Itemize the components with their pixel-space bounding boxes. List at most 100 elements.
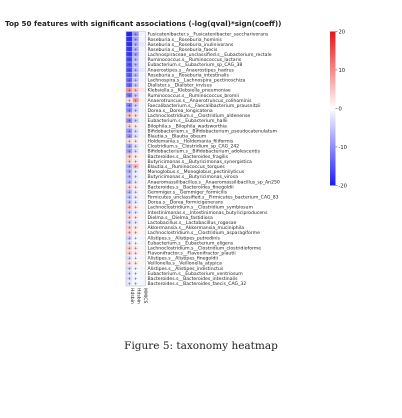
row-label: Monoglobus.s__Monoglobus_pectinilyticus xyxy=(148,169,245,175)
heatmap-cell xyxy=(138,178,146,185)
chart-title: Top 50 features with significant associa… xyxy=(5,19,281,28)
significance-mark: + xyxy=(127,256,131,262)
row-label: Anaerotruncus.s__Anaerotruncus_colihomin… xyxy=(148,98,253,104)
row-label: Bilophila.s__Bilophila_wadsworthia xyxy=(148,123,227,129)
significance-mark: + xyxy=(127,93,131,99)
significance-mark: + xyxy=(127,57,131,63)
row-label: Dielma.s__Dielma_fastidiosa xyxy=(148,215,213,221)
row-label: Anaeromassilibacillus.s__Anaeromassiliba… xyxy=(148,179,280,185)
row-label: Klebsiella.s__Klebsiella_pneumoniae xyxy=(148,88,231,94)
row-label: Alistipes.s__Alistipes_indistinctus xyxy=(148,266,224,272)
heatmap-frame xyxy=(125,31,146,287)
significance-mark: + xyxy=(127,108,131,114)
row-label: Butyricimonas.s__Butyricimonas_synergist… xyxy=(148,159,252,165)
significance-mark: + xyxy=(127,169,131,175)
significance-mark: + xyxy=(134,159,138,165)
row-label: Lactobacillus.s__Lactobacillus_rogosae xyxy=(148,220,237,226)
significance-mark: + xyxy=(127,174,131,180)
significance-mark: + xyxy=(134,77,138,83)
significance-mark: + xyxy=(127,67,131,73)
row-label: Firmicutes_unclassified.s__Firmicutes_ba… xyxy=(148,195,279,201)
significance-mark: + xyxy=(134,174,138,180)
colorbar-tick-label: -10 xyxy=(339,145,347,151)
heatmap-cell xyxy=(138,234,146,241)
row-label: Dorea.s__Dorea_formicigenerans xyxy=(148,200,224,206)
significance-mark: + xyxy=(134,195,138,201)
significance-mark: + xyxy=(134,266,138,272)
row-label: Veillonella.s__Veillonella_atypica xyxy=(148,261,223,267)
row-label: Roseburia.s__Roseburia_intestinalis xyxy=(148,72,230,78)
colorbar: 20 10 0 -10 -20 xyxy=(330,29,347,189)
row-label: Blautia.s__Ruminococcus_torques xyxy=(148,164,226,170)
significance-mark: + xyxy=(134,42,138,48)
heatmap-cell xyxy=(138,122,146,129)
significance-mark: + xyxy=(134,118,138,124)
significance-mark: + xyxy=(134,149,138,155)
significance-mark: + xyxy=(127,98,131,104)
significance-mark: + xyxy=(134,128,138,134)
heatmap-cell xyxy=(138,204,146,210)
significance-mark: + xyxy=(134,123,138,129)
significance-mark: + xyxy=(134,281,138,287)
heatmap-cell xyxy=(138,265,146,271)
row-label: Flavonifractor.s__Flavonifractor_plautii xyxy=(148,251,236,257)
row-label: Lachnoclostridium.s__Clostridium_asparag… xyxy=(148,230,261,236)
row-label: Alistipes.s__Alistipes_putredinis xyxy=(148,235,221,241)
significance-mark: + xyxy=(127,88,131,94)
significance-mark: + xyxy=(134,88,138,94)
significance-mark: + xyxy=(134,57,138,63)
significance-mark: + xyxy=(127,195,131,201)
significance-mark: + xyxy=(127,164,131,170)
heatmap-cell xyxy=(138,245,146,251)
heatmap-cell xyxy=(138,224,146,231)
row-label: Ruminococcus.s__Ruminococcus_bromii xyxy=(148,93,239,99)
row-label: Bacteroides.s__Bacteroides_faecis_CAG_32 xyxy=(148,281,247,287)
row-label: Eubacterium.s__Eubacterium_sp_CAG_38 xyxy=(148,62,243,68)
heatmap-cell xyxy=(138,209,146,215)
significance-mark: + xyxy=(134,179,138,185)
row-label: Alistipes.s__Alistipes_finegoldii xyxy=(148,256,218,262)
significance-mark: + xyxy=(127,83,131,89)
heatmap-cell xyxy=(138,82,146,88)
significance-mark: + xyxy=(127,179,131,185)
significance-mark: + xyxy=(127,271,131,277)
significance-mark: + xyxy=(134,256,138,262)
heatmap-cell xyxy=(138,143,146,149)
significance-mark: + xyxy=(134,113,138,119)
significance-mark: + xyxy=(134,261,138,267)
heatmap-cell xyxy=(138,255,146,261)
significance-mark: + xyxy=(134,215,138,221)
heatmap-cell xyxy=(138,72,146,78)
row-label: Blautia.s__Blautia_obeum xyxy=(148,133,207,139)
row-label: Eubacterium.s__Eubacterium_hallii xyxy=(148,118,228,124)
heatmap-cell xyxy=(138,41,146,47)
significance-mark: + xyxy=(134,72,138,78)
colorbar-tick-label: 20 xyxy=(339,29,346,35)
heatmap-cell xyxy=(138,87,146,93)
row-label: Butyricimonas.s__Butyricimonas_virosa xyxy=(148,174,239,180)
heatmap-cell xyxy=(138,229,146,236)
column-label: Hdsbin xyxy=(135,288,141,304)
significance-mark: + xyxy=(127,42,131,48)
significance-mark: + xyxy=(127,118,131,124)
significance-mark: + xyxy=(127,205,131,211)
significance-mark: + xyxy=(127,139,131,145)
heatmap-cell xyxy=(138,148,146,154)
heatmap-cell xyxy=(138,173,146,180)
row-label: Ruminococcus.s__Ruminococcus_lactaris xyxy=(148,57,242,63)
row-label: Bacteroides.s__Bacteroides_finegoldii xyxy=(148,184,234,190)
heatmap-figure: Top 50 features with significant associa… xyxy=(5,19,347,304)
heatmap-cell xyxy=(138,102,146,109)
significance-mark: + xyxy=(134,251,138,257)
row-label: Bifidobacterium.s__Bifidobacterium_adole… xyxy=(148,149,261,155)
colorbar-tick-label: -20 xyxy=(339,183,347,189)
significance-mark: + xyxy=(134,225,138,231)
significance-mark: + xyxy=(127,77,131,83)
significance-mark: + xyxy=(134,52,138,58)
heatmap-cell xyxy=(138,153,146,159)
row-label: Roseburia.s__Roseburia_faecis xyxy=(148,47,218,53)
heatmap-cell xyxy=(138,270,146,276)
heatmap-cell xyxy=(138,163,146,170)
significance-mark: + xyxy=(134,62,138,68)
significance-mark: + xyxy=(134,67,138,73)
